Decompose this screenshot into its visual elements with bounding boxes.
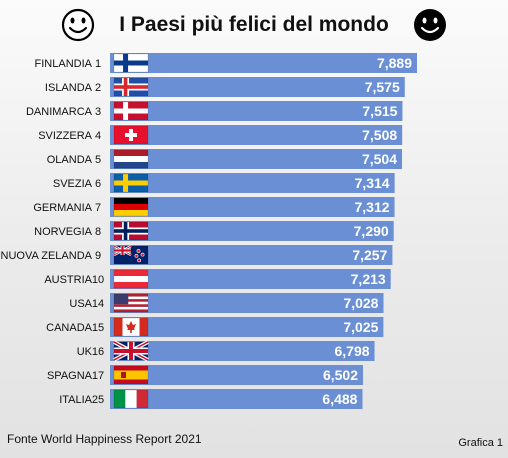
bar	[110, 77, 405, 97]
rank-label: 4	[95, 130, 101, 142]
country-label: SVEZIA	[53, 178, 93, 190]
figure-label: Grafica 1	[458, 437, 503, 449]
spain-flag-icon	[113, 365, 149, 385]
rank-label: 7	[95, 202, 101, 214]
bar	[110, 197, 395, 217]
netherlands-flag-icon	[113, 149, 149, 169]
country-label: SVIZZERA	[38, 130, 92, 142]
value-label: 7,314	[355, 175, 390, 191]
rank-label: 5	[95, 154, 101, 166]
bar	[110, 101, 403, 121]
country-label: DANIMARCA	[26, 106, 93, 118]
rank-label: 10	[92, 274, 104, 286]
bar-chart: FINLANDIA 1 7,889 ISLANDA 2 7,575 DANIMARCA 3 7,…	[1, 53, 417, 409]
rank-label: 8	[95, 226, 101, 238]
bar	[110, 341, 375, 361]
smiley-outline-icon	[61, 8, 94, 42]
country-label: USA	[69, 298, 92, 310]
value-label: 7,312	[354, 199, 389, 215]
value-label: 7,213	[351, 271, 386, 287]
chart-title-row: I Paesi più felici del mondo	[0, 8, 508, 48]
value-label: 6,488	[322, 391, 357, 407]
bar	[110, 221, 394, 241]
canada-flag-icon	[113, 317, 149, 337]
sweden-flag-icon	[113, 173, 149, 193]
country-label: OLANDA	[47, 154, 93, 166]
rank-label: 16	[92, 346, 104, 358]
value-label: 7,504	[362, 151, 397, 167]
rank-label: 9	[95, 250, 101, 262]
value-label: 7,508	[362, 127, 397, 143]
smiley-filled-icon	[414, 9, 447, 41]
value-label: 7,290	[354, 223, 389, 239]
finland-flag-icon	[113, 53, 149, 73]
country-label: UK	[77, 346, 93, 358]
country-label: SPAGNA	[47, 370, 93, 382]
bar	[110, 269, 391, 289]
value-label: 7,028	[343, 295, 378, 311]
rank-label: 6	[95, 178, 101, 190]
country-label: NORVEGIA	[34, 226, 93, 238]
value-label: 7,575	[365, 79, 400, 95]
rank-label: 1	[95, 58, 101, 70]
bar	[110, 317, 384, 337]
bar	[110, 125, 403, 145]
denmark-flag-icon	[113, 101, 149, 121]
country-label: FINLANDIA	[35, 58, 93, 70]
bar	[110, 293, 384, 313]
new-zealand-flag-icon	[113, 244, 149, 265]
rank-label: 15	[92, 322, 104, 334]
usa-flag-icon	[113, 293, 149, 313]
country-label: GERMANIA	[33, 202, 92, 214]
rank-label: 25	[92, 394, 104, 406]
iceland-flag-icon	[113, 77, 149, 97]
country-label: ITALIA	[59, 394, 92, 406]
source-note: Fonte World Happiness Report 2021	[7, 432, 202, 446]
chart-title: I Paesi più felici del mondo	[119, 13, 389, 36]
rank-label: 2	[95, 82, 101, 94]
uk-flag-icon	[113, 340, 149, 362]
country-label: CANADA	[46, 322, 93, 334]
value-label: 7,889	[377, 55, 412, 71]
country-label: ISLANDA	[45, 82, 93, 94]
value-label: 6,798	[334, 343, 369, 359]
germany-flag-icon	[113, 197, 149, 217]
bar	[110, 149, 403, 169]
rank-label: 17	[92, 370, 104, 382]
country-label: AUSTRIA	[44, 274, 92, 286]
switzerland-flag-icon	[113, 125, 149, 145]
italy-flag-icon	[113, 389, 149, 409]
value-label: 7,025	[343, 319, 378, 335]
bar	[110, 365, 364, 385]
bar	[110, 389, 363, 409]
bar	[110, 173, 395, 193]
austria-flag-icon	[113, 269, 149, 289]
bar	[110, 245, 393, 265]
bar	[110, 53, 417, 73]
norway-flag-icon	[113, 221, 149, 241]
rank-label: 3	[95, 106, 101, 118]
value-label: 7,515	[362, 103, 397, 119]
value-label: 7,257	[352, 247, 387, 263]
rank-label: 14	[92, 298, 104, 310]
value-label: 6,502	[323, 367, 358, 383]
country-label: NUOVA ZELANDA	[1, 250, 93, 262]
